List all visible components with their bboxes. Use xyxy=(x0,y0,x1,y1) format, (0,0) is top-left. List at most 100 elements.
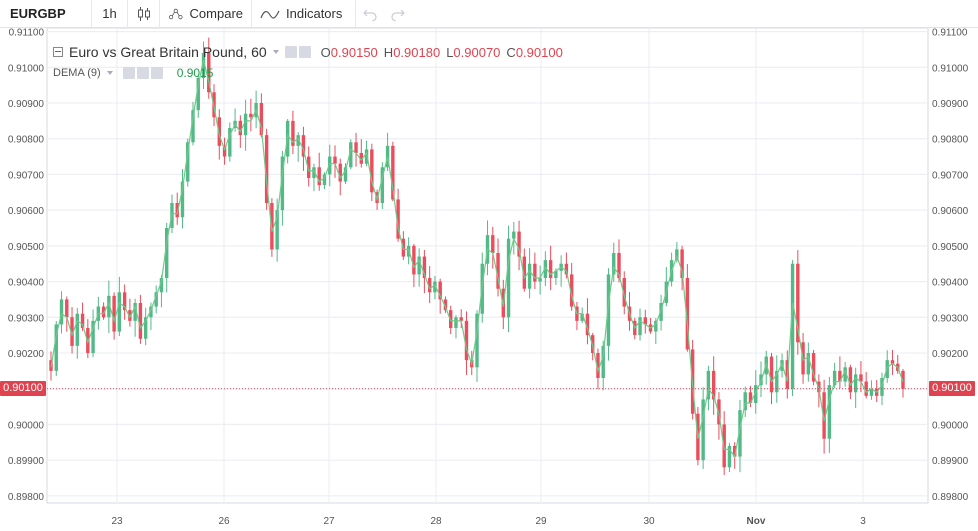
candle-body xyxy=(890,360,895,364)
dema-settings-icon[interactable] xyxy=(136,67,149,79)
series-settings-icon[interactable] xyxy=(298,46,311,58)
last-price-tag-right: 0.90100 xyxy=(929,381,975,397)
candle-body xyxy=(496,253,500,289)
x-tick-label: 29 xyxy=(535,516,547,527)
candle-body xyxy=(869,388,874,396)
candle-body xyxy=(843,367,847,382)
candle-body xyxy=(307,156,311,178)
dema-menu-caret-icon[interactable] xyxy=(106,71,113,75)
candle-body xyxy=(322,174,327,186)
candle-body xyxy=(159,278,164,293)
y-tick-label-left: 0.90600 xyxy=(8,206,45,217)
candle-body xyxy=(259,103,264,136)
y-tick-label-right: 0.90200 xyxy=(932,349,969,360)
candle-body xyxy=(412,245,416,275)
collapse-legend-icon[interactable] xyxy=(53,47,63,57)
candle-body xyxy=(538,278,542,282)
indicators-button[interactable]: Indicators xyxy=(252,0,356,28)
candle-body xyxy=(201,53,206,78)
candle-body xyxy=(464,320,469,361)
y-tick-label-right: 0.90400 xyxy=(932,278,969,289)
candle-body xyxy=(349,142,353,168)
y-tick-label-right: 0.90700 xyxy=(932,170,969,181)
candle-body xyxy=(354,142,358,153)
candle-body xyxy=(901,370,905,389)
dema-value: 0.9015 xyxy=(176,66,214,80)
last-price-tag-left: 0.90100 xyxy=(0,381,46,397)
candle-body xyxy=(122,292,127,311)
interval-button[interactable]: 1h xyxy=(92,0,128,28)
y-tick-label-left: 0.91100 xyxy=(9,28,45,39)
candle-body xyxy=(112,295,116,332)
candle-body xyxy=(512,231,516,239)
symbol-search-button[interactable]: EURGBP xyxy=(0,0,92,28)
y-tick-label-left: 0.90500 xyxy=(8,242,45,253)
y-tick-label-left: 0.90800 xyxy=(8,135,45,146)
candle-body xyxy=(422,256,427,278)
candle-body xyxy=(617,253,621,278)
candle-body xyxy=(59,299,64,325)
candle-body xyxy=(738,410,742,457)
series-legend: Euro vs Great Britain Pound, 60 O 0.9015… xyxy=(53,44,569,60)
candle-body xyxy=(548,260,553,278)
candle-body xyxy=(564,263,569,275)
candle-body xyxy=(775,370,779,393)
candle-body xyxy=(543,260,548,278)
candle-body xyxy=(70,317,74,346)
interval-label: 1h xyxy=(102,6,117,21)
candle-body xyxy=(554,270,558,278)
candle-body xyxy=(585,313,590,336)
candle-body xyxy=(264,135,269,203)
dema-visibility-icon[interactable] xyxy=(122,67,135,79)
candle-body xyxy=(417,256,421,275)
redo-button[interactable] xyxy=(384,0,412,28)
chart-area[interactable]: 0.89800 0.89800 0.89900 0.89900 0.90000 0.900… xyxy=(0,28,978,531)
y-tick-label-right: 0.90900 xyxy=(932,99,969,110)
candle-body xyxy=(280,156,285,211)
candle-body xyxy=(454,317,458,328)
candle-body xyxy=(301,135,306,157)
y-tick-label-left: 0.90400 xyxy=(8,278,45,289)
price-chart[interactable]: 0.89800 0.89800 0.89900 0.89900 0.90000 0.900… xyxy=(0,28,978,531)
y-tick-label-left: 0.89800 xyxy=(8,492,45,503)
candle-body xyxy=(522,256,527,289)
x-tick-label: 28 xyxy=(430,516,442,527)
candle-body xyxy=(107,295,111,318)
candle-body xyxy=(612,253,616,275)
candle-body xyxy=(517,231,521,257)
y-tick-label-left: 0.90900 xyxy=(8,99,45,110)
candle-body xyxy=(880,378,884,396)
series-menu-caret-icon[interactable] xyxy=(272,50,279,54)
series-visibility-icon[interactable] xyxy=(284,46,297,58)
candle-body xyxy=(606,274,611,346)
candle-body xyxy=(364,149,369,164)
redo-icon xyxy=(391,9,405,21)
candle-body xyxy=(54,324,58,371)
candle-body xyxy=(449,310,453,328)
candle-body xyxy=(317,167,321,186)
dema-remove-icon[interactable] xyxy=(150,67,163,79)
candle-body xyxy=(117,292,122,332)
chart-type-button[interactable] xyxy=(128,0,160,28)
candle-body xyxy=(312,167,316,178)
y-tick-label-left: 0.90000 xyxy=(8,420,45,431)
candle-body xyxy=(643,317,647,325)
candle-body xyxy=(443,299,448,311)
series-title: Euro vs Great Britain Pound, 60 xyxy=(69,44,267,60)
undo-button[interactable] xyxy=(356,0,384,28)
candle-body xyxy=(859,374,863,382)
candle-body xyxy=(343,167,348,182)
candle-body xyxy=(506,238,511,318)
candle-body xyxy=(243,113,248,136)
candle-body xyxy=(622,278,626,307)
candle-body xyxy=(533,263,537,282)
compare-button[interactable]: Compare xyxy=(160,0,252,28)
open-key: O xyxy=(320,44,331,60)
candle-body xyxy=(291,120,295,146)
candle-body xyxy=(75,313,79,346)
dema-line xyxy=(50,59,904,459)
candle-body xyxy=(596,353,600,378)
compare-icon xyxy=(169,8,183,19)
candle-body xyxy=(769,356,774,393)
candle-body xyxy=(80,313,85,328)
